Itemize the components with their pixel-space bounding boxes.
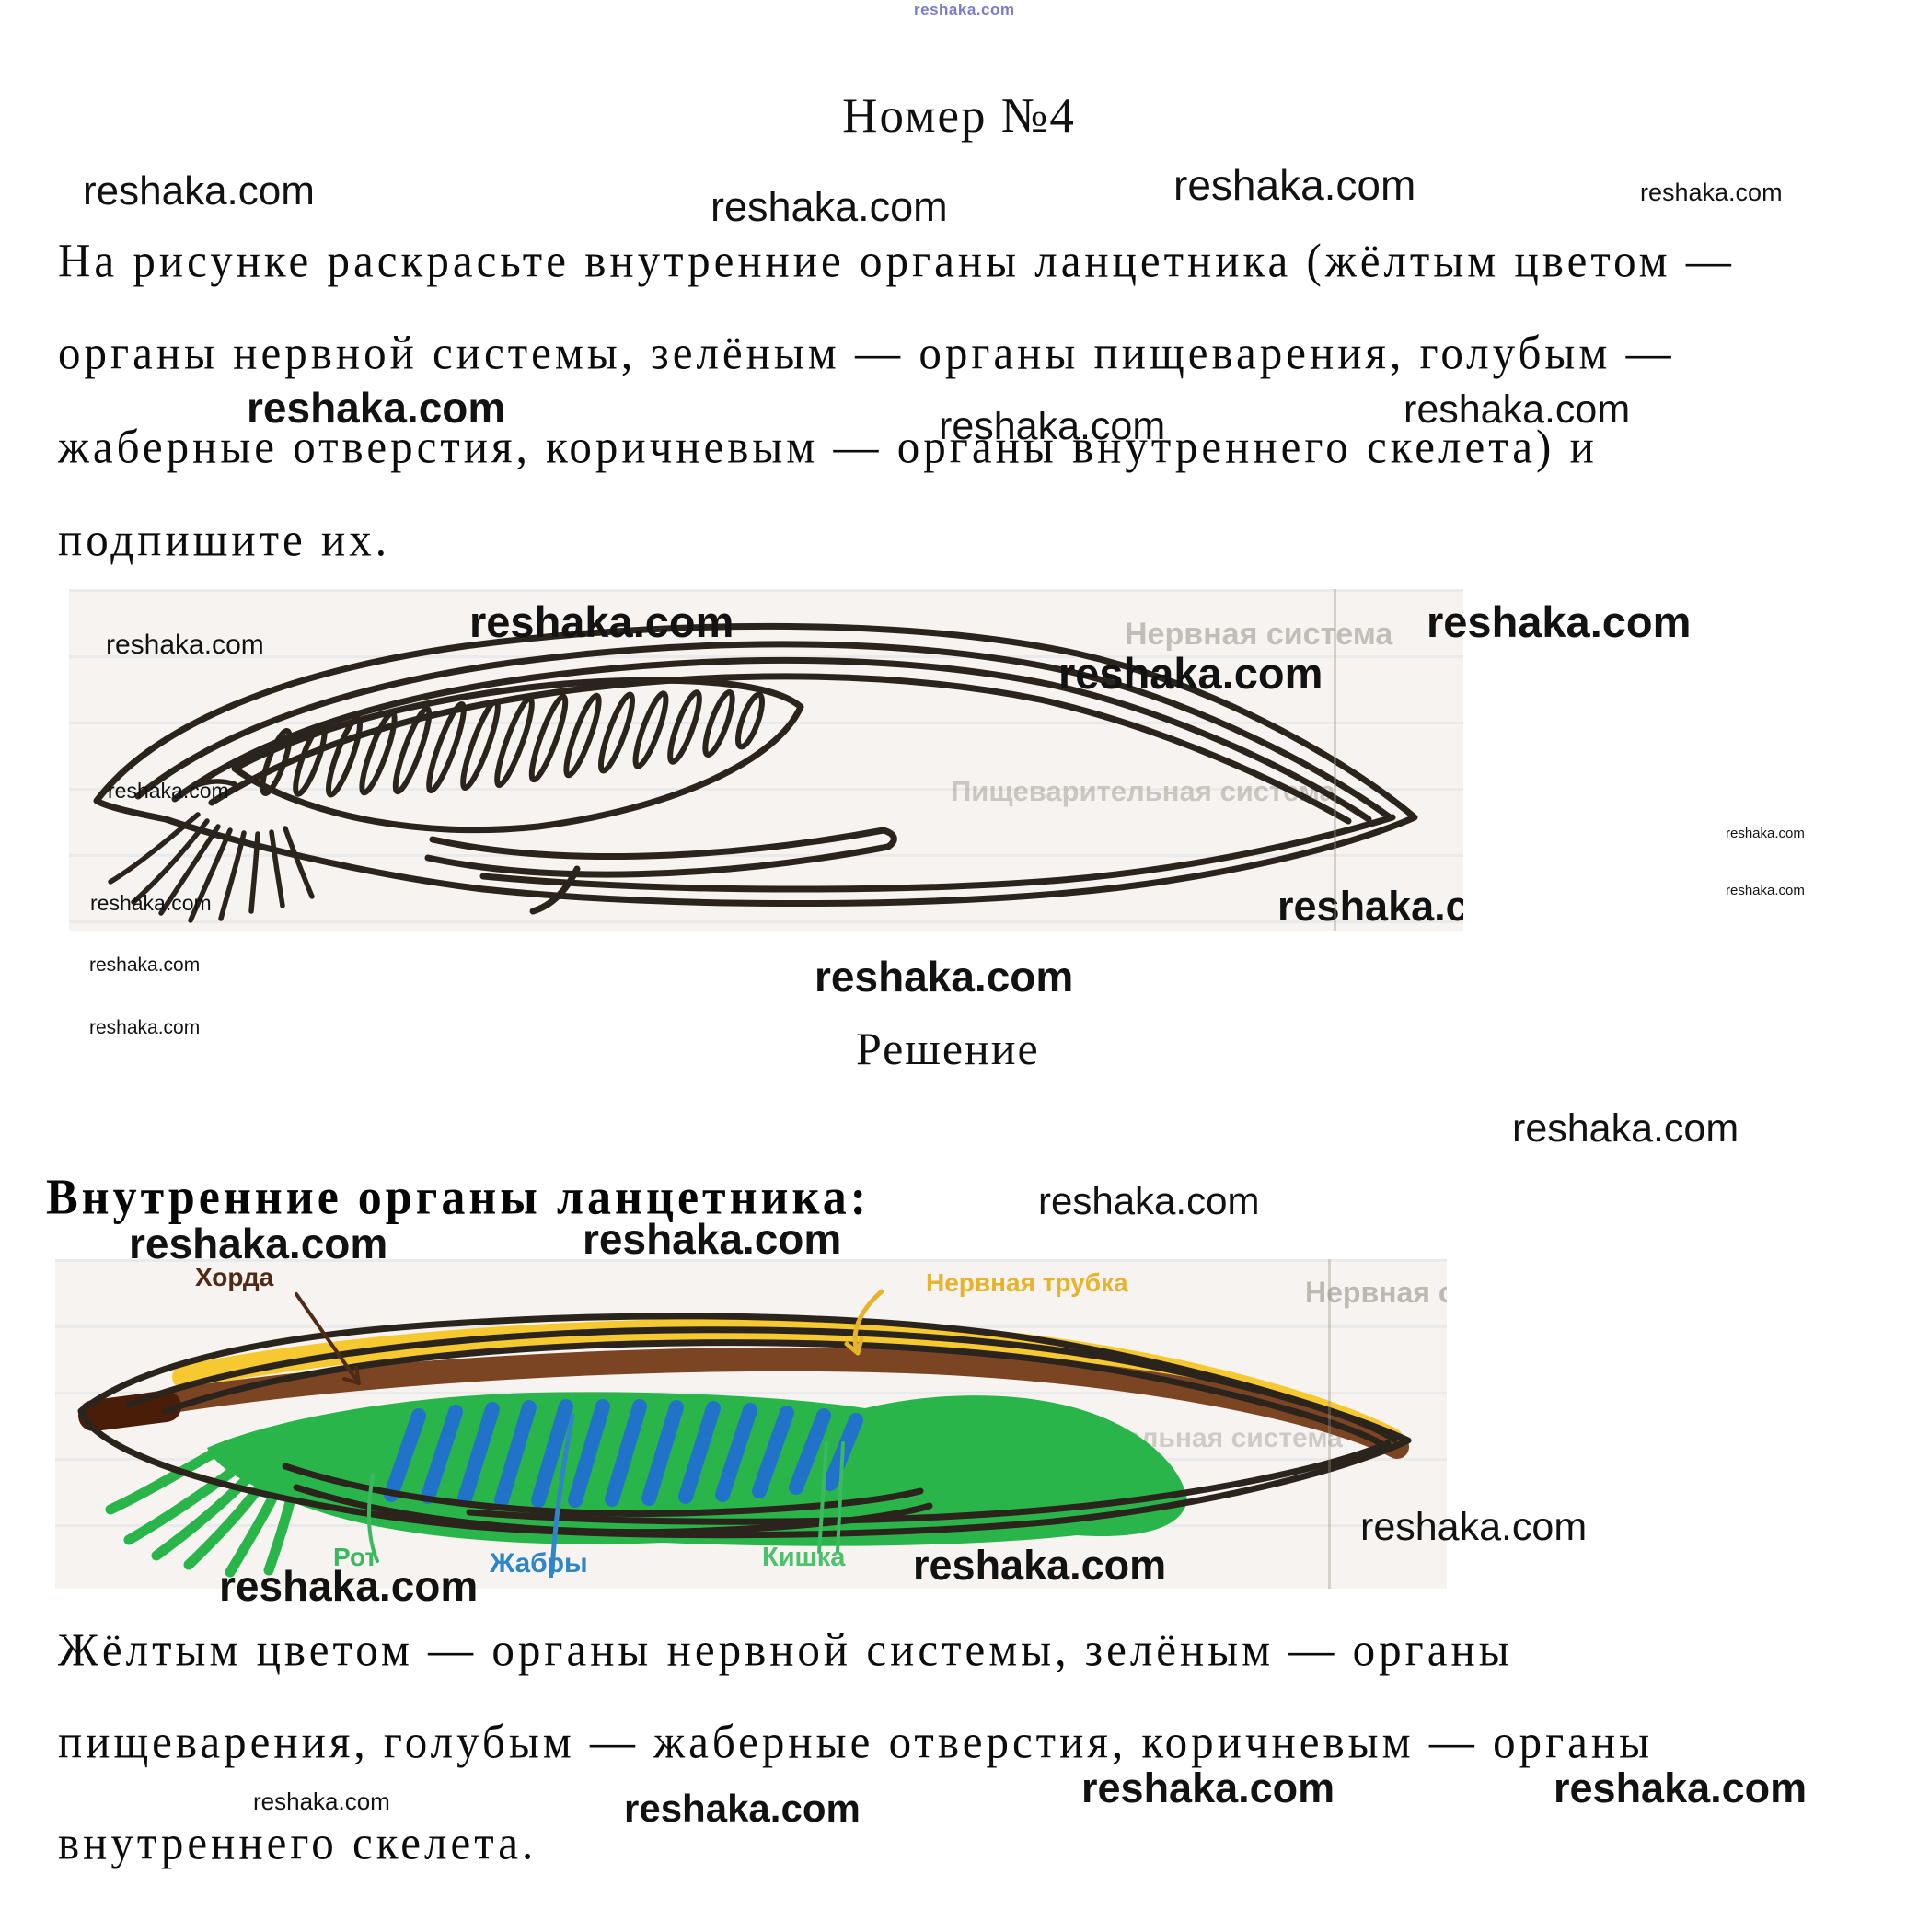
task-line: жаберные отверстия, коричневым — органы … — [58, 420, 1598, 474]
watermark: reshaka.com — [89, 1017, 201, 1038]
watermark: reshaka.com — [1173, 161, 1416, 209]
task-line: органы нервной системы, зелёным — органы… — [58, 326, 1675, 380]
label-gills: Жабры — [490, 1548, 588, 1579]
conclusion-line: внутреннего скелета. — [58, 1816, 537, 1870]
conclusion-line: Жёлтым цветом — органы нервной системы, … — [58, 1623, 1513, 1677]
organs-heading: Внутренние органы ланцетника: — [46, 1170, 871, 1225]
watermark: reshaka.com — [624, 1787, 861, 1830]
solution-heading: Решение — [856, 1023, 1040, 1074]
watermark: reshaka.com — [815, 953, 1074, 1001]
task-line: подпишите их. — [58, 513, 391, 567]
label-intestine: Кишка — [762, 1543, 846, 1572]
watermark: reshaka.com — [247, 384, 506, 432]
watermark: reshaka.com — [914, 1, 1015, 18]
bleed-through-text: Нервная система — [1125, 617, 1393, 652]
watermark: reshaka.com — [711, 183, 948, 230]
conclusion-line: пищеварения, голубым — жаберные отверсти… — [58, 1715, 1654, 1769]
watermark: reshaka.com — [1404, 388, 1631, 432]
label-nerve-tube: Нервная трубка — [926, 1268, 1128, 1297]
page-title: Номер №4 — [842, 89, 1076, 143]
watermark: reshaka.com — [219, 1562, 479, 1610]
lancelet-colored-drawing — [77, 1289, 1412, 1578]
watermark: reshaka.com — [469, 597, 734, 646]
task-line: На рисунке раскрасьте внутренние органы … — [58, 234, 1735, 288]
watermark: reshaka.com — [108, 779, 229, 803]
watermark: reshaka.com — [1081, 1764, 1335, 1811]
watermark: reshaka.com — [90, 891, 212, 915]
watermark: reshaka.com — [1277, 883, 1463, 930]
watermark: reshaka.com — [939, 404, 1166, 448]
watermark: reshaka.com — [1726, 826, 1805, 841]
watermark: reshaka.com — [583, 1215, 842, 1263]
watermark: reshaka.com — [1554, 1764, 1808, 1811]
watermark: reshaka.com — [913, 1542, 1167, 1589]
watermark: reshaka.com — [1640, 179, 1783, 206]
watermark: reshaka.com — [106, 630, 264, 660]
watermark: reshaka.com — [1726, 883, 1805, 898]
lancelet-outline-figure: Нервная система Пищеварительная система — [69, 589, 1463, 931]
label-mouth: Рот — [333, 1543, 378, 1571]
watermark: reshaka.com — [89, 954, 201, 976]
lancelet-colored-figure: Нервная систе тельная система — [55, 1259, 1447, 1589]
watermark: reshaka.com — [129, 1220, 388, 1267]
watermark: reshaka.com — [1058, 649, 1323, 698]
watermark: reshaka.com — [1360, 1505, 1588, 1549]
label-chord: Хорда — [195, 1263, 274, 1291]
lancelet-outline-drawing — [93, 622, 1418, 923]
watermark: reshaka.com — [253, 1787, 390, 1815]
watermark: reshaka.com — [1427, 597, 1692, 646]
watermark: reshaka.com — [83, 168, 315, 214]
watermark: reshaka.com — [1038, 1179, 1260, 1222]
watermark: reshaka.com — [1512, 1106, 1739, 1151]
